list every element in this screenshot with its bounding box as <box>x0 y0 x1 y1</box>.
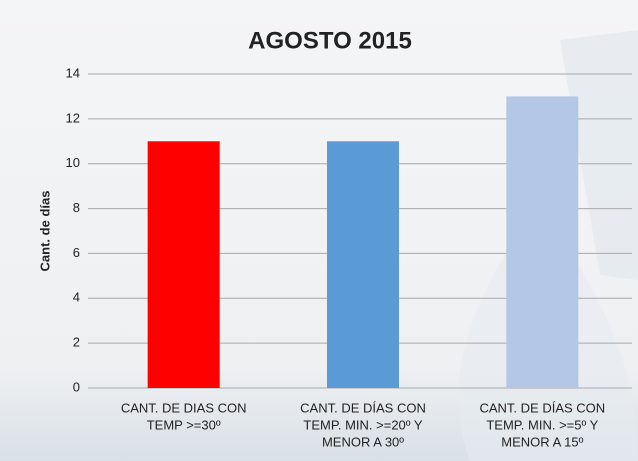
x-tick-label: CANT. DE DÍAS CON <box>479 400 605 415</box>
y-axis-label: Cant. de días <box>37 191 52 272</box>
y-tick-label: 0 <box>73 379 80 394</box>
y-tick-label: 4 <box>73 290 80 305</box>
x-tick-label: CANT. DE DÍAS CON <box>300 400 426 415</box>
bar <box>147 141 220 388</box>
y-tick-label: 6 <box>73 245 80 260</box>
bar <box>327 141 399 388</box>
x-tick-label: TEMP. MIN. >=20º Y <box>303 417 422 432</box>
x-tick-label: CANT. DE DIAS CON <box>121 400 247 415</box>
y-tick-label: 8 <box>73 200 80 215</box>
y-tick-label: 10 <box>66 155 80 170</box>
x-tick-label: TEMP. MIN. >=5º Y <box>486 417 598 432</box>
x-tick-label: TEMP >=30º <box>147 417 221 432</box>
y-tick-label: 12 <box>66 110 80 125</box>
decoration <box>560 30 638 280</box>
chart-title: AGOSTO 2015 <box>248 27 412 54</box>
x-tick-label: MENOR A 30º <box>322 434 404 449</box>
x-tick-label: MENOR A 15º <box>501 434 583 449</box>
y-tick-label: 14 <box>66 65 80 80</box>
y-tick-label: 2 <box>73 335 80 350</box>
bar <box>506 96 579 388</box>
